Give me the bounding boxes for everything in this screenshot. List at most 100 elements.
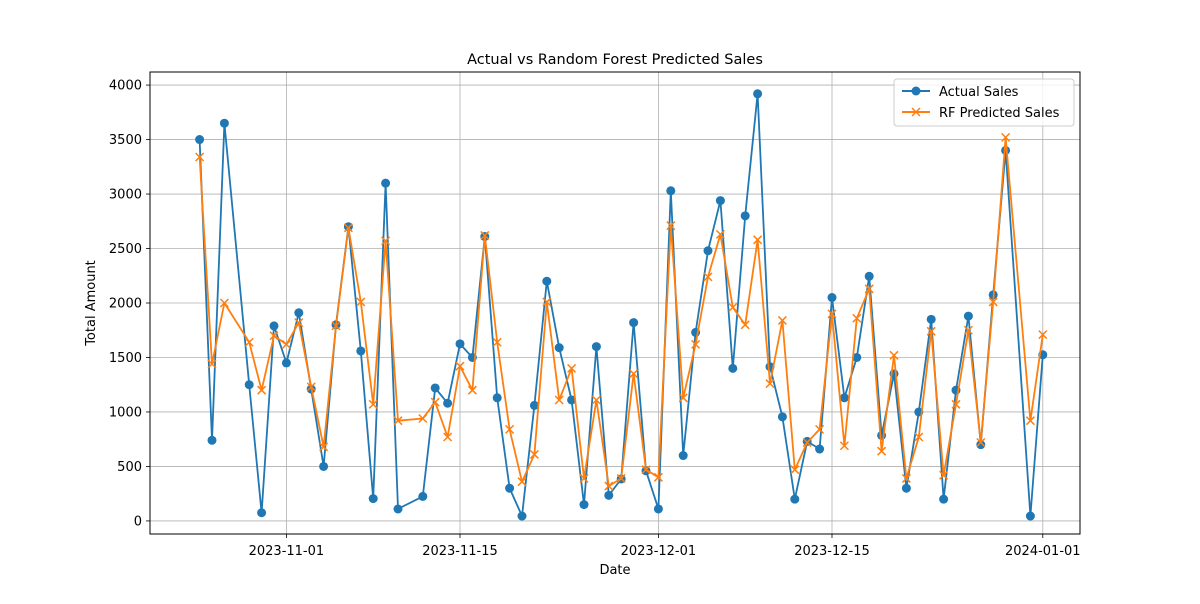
data-point-rf-predicted-sales	[567, 363, 577, 373]
data-point-actual-sales	[963, 311, 973, 321]
data-point-rf-predicted-sales	[678, 393, 688, 403]
y-tick-label: 1000	[109, 405, 142, 420]
x-tick-label: 2024-01-01	[1005, 544, 1081, 559]
data-point-rf-predicted-sales	[554, 395, 564, 405]
data-point-rf-predicted-sales	[331, 321, 341, 331]
y-tick-label: 0	[134, 514, 142, 529]
x-tick-label: 2023-11-15	[422, 544, 498, 559]
data-point-rf-predicted-sales	[715, 229, 725, 239]
data-point-rf-predicted-sales	[381, 236, 391, 246]
data-point-rf-predicted-sales	[963, 325, 973, 335]
series-line-rf-predicted-sales	[198, 136, 1044, 487]
data-point-rf-predicted-sales	[852, 313, 862, 323]
data-point-actual-sales	[505, 483, 515, 493]
data-point-rf-predicted-sales	[281, 339, 291, 349]
legend-label-actual-sales: Actual Sales	[939, 85, 1019, 100]
data-point-rf-predicted-sales	[517, 477, 527, 487]
data-point-rf-predicted-sales	[492, 337, 502, 347]
data-point-rf-predicted-sales	[740, 320, 750, 330]
x-tick-label: 2023-12-01	[621, 544, 697, 559]
data-point-rf-predicted-sales	[343, 223, 353, 233]
data-point-actual-sales	[678, 451, 688, 461]
data-point-actual-sales	[777, 412, 787, 422]
data-point-rf-predicted-sales	[777, 315, 787, 325]
data-point-rf-predicted-sales	[976, 437, 986, 448]
data-point-actual-sales	[864, 271, 874, 281]
data-point-actual-sales	[666, 186, 676, 196]
data-point-actual-sales	[257, 508, 267, 518]
data-point-actual-sales	[455, 339, 465, 349]
data-point-rf-predicted-sales	[356, 297, 366, 307]
data-point-rf-predicted-sales	[901, 473, 911, 483]
data-point-actual-sales	[343, 222, 353, 232]
series-actual-sales	[195, 89, 1048, 521]
data-point-rf-predicted-sales	[393, 416, 403, 426]
data-point-rf-predicted-sales	[591, 395, 601, 405]
y-tick-label: 3500	[109, 133, 142, 148]
data-point-rf-predicted-sales	[889, 350, 899, 360]
data-point-actual-sales	[1025, 511, 1035, 521]
data-point-actual-sales	[839, 393, 849, 403]
data-point-actual-sales	[728, 363, 738, 373]
data-point-rf-predicted-sales	[319, 442, 329, 452]
data-point-rf-predicted-sales	[368, 399, 378, 409]
chart-title: Actual vs Random Forest Predicted Sales	[467, 52, 763, 68]
data-point-actual-sales	[926, 314, 936, 324]
data-point-rf-predicted-sales	[691, 339, 701, 349]
data-point-actual-sales	[579, 500, 589, 510]
y-tick-label: 2500	[109, 242, 142, 257]
data-point-actual-sales	[356, 346, 366, 356]
data-point-rf-predicted-sales	[505, 424, 515, 434]
y-tick-label: 4000	[109, 79, 142, 94]
data-point-actual-sales	[1001, 145, 1011, 155]
data-point-actual-sales	[591, 342, 601, 352]
data-point-actual-sales	[430, 383, 440, 393]
data-point-actual-sales	[641, 466, 651, 476]
axis-ticks: 0 500 1000 1500 2000 2500 3000 3500 4000 2023-11-…	[109, 79, 1081, 559]
data-point-actual-sales	[393, 504, 403, 514]
data-point-rf-predicted-sales	[579, 473, 589, 483]
y-axis-label: Total Amount	[84, 260, 99, 347]
data-point-rf-predicted-sales	[195, 152, 205, 162]
data-point-rf-predicted-sales	[604, 481, 614, 491]
data-point-actual-sales	[653, 504, 663, 514]
data-point-actual-sales	[567, 395, 577, 405]
data-point-rf-predicted-sales	[951, 399, 961, 409]
data-point-actual-sales	[418, 491, 428, 501]
x-tick-label: 2023-11-01	[249, 544, 325, 559]
data-point-rf-predicted-sales	[790, 465, 800, 475]
data-point-actual-sales	[294, 308, 304, 318]
data-point-actual-sales	[207, 435, 217, 445]
data-point-actual-sales	[529, 400, 539, 410]
data-point-actual-sales	[815, 444, 825, 454]
data-point-rf-predicted-sales	[480, 230, 490, 240]
data-point-rf-predicted-sales	[542, 297, 552, 307]
data-point-rf-predicted-sales	[257, 385, 267, 395]
data-point-actual-sales	[753, 89, 763, 99]
data-point-rf-predicted-sales	[418, 413, 428, 424]
y-tick-label: 2000	[109, 297, 142, 312]
data-point-actual-sales	[517, 511, 527, 521]
data-point-actual-sales	[976, 440, 986, 450]
data-point-rf-predicted-sales	[467, 385, 477, 395]
data-point-rf-predicted-sales	[219, 298, 229, 308]
series-layer	[195, 89, 1048, 521]
data-point-actual-sales	[368, 494, 378, 504]
data-point-actual-sales	[715, 196, 725, 206]
data-point-rf-predicted-sales	[244, 337, 254, 347]
data-point-rf-predicted-sales	[1025, 416, 1035, 426]
data-point-rf-predicted-sales	[666, 221, 676, 231]
data-point-rf-predicted-sales	[939, 470, 949, 480]
data-point-actual-sales	[554, 343, 564, 353]
data-point-rf-predicted-sales	[616, 473, 626, 483]
data-point-rf-predicted-sales	[914, 432, 924, 442]
data-point-actual-sales	[443, 398, 453, 408]
data-point-actual-sales	[381, 178, 391, 188]
y-tick-label: 500	[117, 460, 142, 475]
data-point-rf-predicted-sales	[728, 302, 738, 312]
x-tick-label: 2023-12-15	[794, 544, 870, 559]
data-point-rf-predicted-sales	[753, 235, 763, 245]
data-point-actual-sales	[629, 318, 639, 328]
